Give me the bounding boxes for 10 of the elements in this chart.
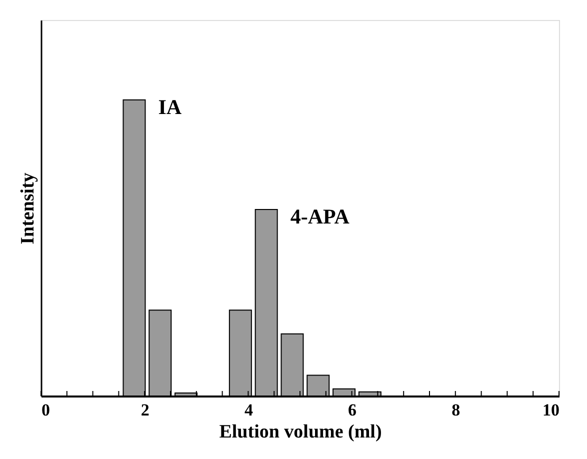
annotation: 4-APA: [290, 204, 350, 228]
annotation: IA: [158, 94, 182, 119]
x-tick-label: 6: [348, 400, 357, 420]
y-axis-title: Intensity: [18, 172, 38, 244]
x-tick-label: 2: [140, 400, 150, 420]
x-tick-label: 0: [42, 400, 50, 420]
x-tick-label: 4: [244, 400, 254, 420]
x-axis-title: Elution volume (ml): [219, 422, 382, 442]
x-tick-label: 10: [542, 400, 560, 420]
x-tick-label: 8: [452, 400, 460, 420]
